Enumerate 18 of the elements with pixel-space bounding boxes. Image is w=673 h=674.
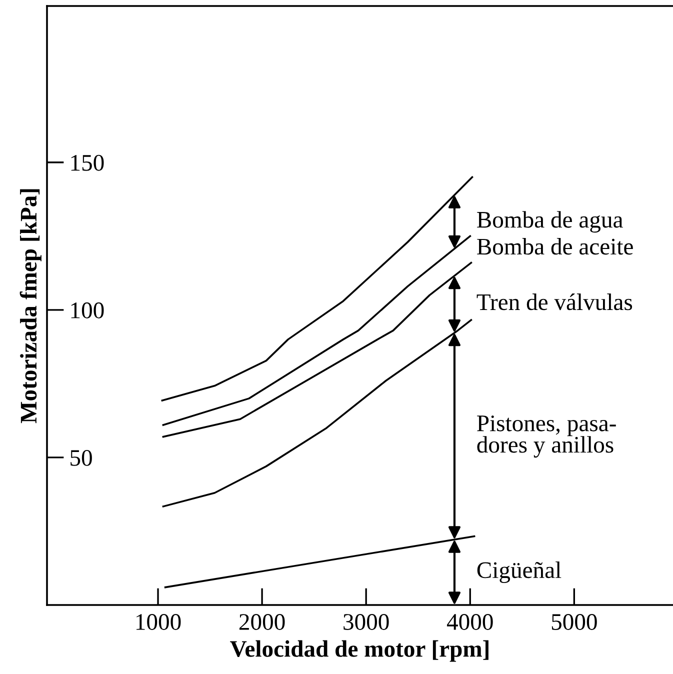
annotation: Tren de válvulas [476, 294, 632, 310]
line-series [161, 176, 474, 402]
x-tick-label: 2000 [239, 614, 285, 630]
x-tick-label: 4000 [446, 614, 493, 630]
y-tick-label: 150 [71, 154, 104, 171]
annotation: Bomba de agua [477, 211, 623, 233]
annotation: Bomba de aceite [477, 238, 633, 255]
line-series [162, 235, 472, 426]
y-axis-title: Motorizada fmep [kPa] [20, 189, 42, 424]
annotation: Cigüeñal [477, 562, 562, 583]
y-tick-label: 50 [70, 450, 92, 466]
x-axis-title: Velocidad de motor [rpm] [230, 640, 488, 662]
x-tick-label: 1000 [136, 614, 181, 630]
x-tick-label: 5000 [552, 614, 597, 630]
annotation: Pistones, pasa- dores y anillos [477, 415, 616, 458]
y-tick-label: 100 [71, 302, 104, 318]
line-series [162, 262, 472, 438]
x-tick-label: 3000 [344, 614, 389, 630]
